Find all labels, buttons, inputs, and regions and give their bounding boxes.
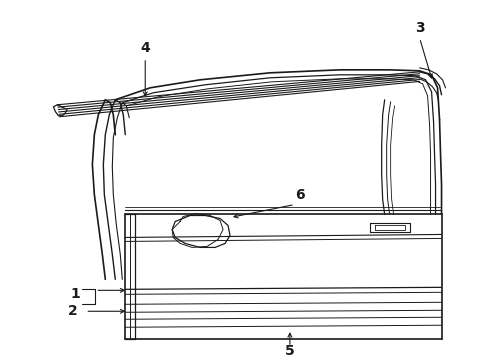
Text: 5: 5: [285, 344, 295, 358]
Text: 3: 3: [415, 21, 424, 35]
Text: 1: 1: [71, 287, 80, 301]
Text: 6: 6: [295, 188, 305, 202]
Text: 2: 2: [68, 304, 77, 318]
Text: 4: 4: [140, 41, 150, 55]
